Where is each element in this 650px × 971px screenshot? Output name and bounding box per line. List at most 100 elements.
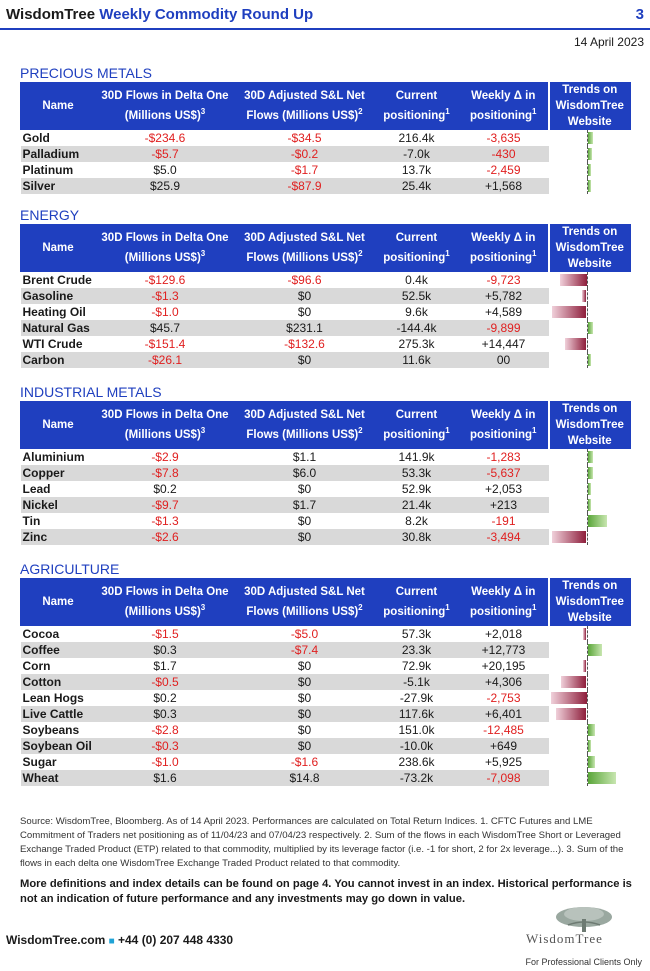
trend-sparkbar [549,320,631,336]
table-row: Soybeans -$2.8 $0 151.0k -12,485 [21,722,631,738]
table-row: Platinum $5.0 -$1.7 13.7k -2,459 [21,162,631,178]
header-label: 30D Flows in Delta One (Millions US$) [101,586,229,618]
trend-sparkbar [549,722,631,738]
commodity-name: Natural Gas [20,320,96,336]
commodity-table: Name 30D Flows in Delta One (Millions US$… [20,578,631,786]
trend-sparkbar [549,130,631,146]
trend-axis [586,320,588,336]
trend-axis [586,754,588,770]
current-positioning: -144.4k [374,320,459,336]
trend-bar-positive [587,164,591,176]
trend-cell [548,738,631,754]
footnote-marker: 1 [445,426,450,436]
trend-sparkbar [549,642,631,658]
weekly-change: +5,925 [484,755,523,769]
header-label: Weekly Δ in positioning [470,232,536,264]
trend-sparkbar [549,336,631,352]
footer-website-link[interactable]: WisdomTree.com [6,933,106,947]
commodity-name: Soybean Oil [20,738,96,754]
weekly-change: +1,568 [458,178,549,194]
trend-cell [548,690,631,706]
trend-axis [586,706,588,722]
table-row: Carbon -$26.1 $0 11.6k 00 [20,352,631,368]
commodity-name: Aluminium [22,450,85,464]
weekly-change: +2,018 [484,627,523,641]
trend-axis [586,626,588,642]
commodity-name: Heating Oil [22,305,86,319]
trend-bar-positive [587,467,593,479]
weekly-change: -430 [458,146,549,162]
trend-cell [548,178,631,194]
header-label: Trends on WisdomTree Website [555,403,624,447]
trend-cell [548,272,631,288]
header-label: Current positioning [383,90,446,122]
table-row: Coffee $0.3 -$7.4 23.3k +12,773 [20,642,631,658]
trend-sparkbar [549,706,631,722]
footnote-marker: 3 [200,107,206,117]
current-positioning: -27.9k [399,691,434,705]
col-header-sl-net: 30D Adjusted S&L Net Flows (Millions US$… [234,401,375,449]
current-positioning: 8.2k [405,514,428,528]
footnote-marker: 1 [532,426,537,436]
current-positioning: 216.4k [398,131,435,145]
header-label: Weekly Δ in positioning [470,586,536,618]
trend-cell [548,162,631,178]
trend-cell [548,497,631,513]
weekly-change: +12,773 [458,642,549,658]
trend-axis [586,738,588,754]
delta-one-flow: -$1.0 [151,755,179,769]
commodity-name: Tin [22,514,41,528]
header-label: Name [42,419,74,431]
footnote-marker: 2 [358,603,363,613]
current-positioning: 30.8k [374,529,459,545]
section-1: ENERGY Name 30D Flows in Delta One (Millio… [20,206,631,368]
report-date: 14 April 2023 [573,35,644,49]
commodity-name: Gasoline [20,288,96,304]
col-header-positioning: Current positioning1 [374,224,459,272]
trend-sparkbar [549,178,631,194]
sl-net-flow: $231.1 [234,320,375,336]
weekly-change: +649 [458,738,549,754]
sl-net-flow: $0 [297,482,312,496]
trend-sparkbar [549,288,631,304]
col-header-trends: Trends on WisdomTree Website [547,578,631,626]
delta-one-flow: $1.6 [95,770,235,786]
trend-cell [548,674,631,690]
current-positioning: 11.6k [374,352,459,368]
delta-one-flow: $5.0 [153,163,177,177]
delta-one-flow: -$2.9 [151,450,179,464]
header-label: 30D Adjusted S&L Net Flows (Millions US$… [244,409,365,441]
trend-cell [548,481,631,497]
header-label: Name [42,596,74,608]
header-label: 30D Flows in Delta One (Millions US$) [101,232,229,264]
current-positioning: 117.6k [374,706,459,722]
weekly-change: -191 [491,514,516,528]
current-positioning: 275.3k [398,337,435,351]
header-label: Weekly Δ in positioning [470,409,536,441]
table-row: Sugar -$1.0 -$1.6 238.6k +5,925 [21,754,631,770]
current-positioning: -73.2k [374,770,459,786]
trend-bar-positive [587,132,593,144]
header-label: 30D Adjusted S&L Net Flows (Millions US$… [244,232,365,264]
trend-axis [586,336,588,352]
trend-bar-positive [587,322,593,334]
trend-cell [548,706,631,722]
header-label: Trends on WisdomTree Website [555,580,624,624]
commodity-name: Coffee [20,642,96,658]
sl-net-flow: $0 [234,288,375,304]
delta-one-flow: -$151.4 [144,337,186,351]
trend-cell [548,288,631,304]
sl-net-flow: $0 [297,723,312,737]
trend-cell [548,449,631,465]
trend-axis [586,658,588,674]
section-3: AGRICULTURE Name 30D Flows in Delta One (M… [20,560,631,786]
header-label: Trends on WisdomTree Website [555,84,624,128]
trend-sparkbar [549,513,631,529]
trend-bar-negative [561,676,587,688]
table-row: Cocoa -$1.5 -$5.0 57.3k +2,018 [21,626,631,642]
weekly-change: +14,447 [481,337,526,351]
trend-axis [586,465,588,481]
weekly-change: -3,494 [458,529,549,545]
trend-sparkbar [549,449,631,465]
table-row: Zinc -$2.6 $0 30.8k -3,494 [20,529,631,545]
